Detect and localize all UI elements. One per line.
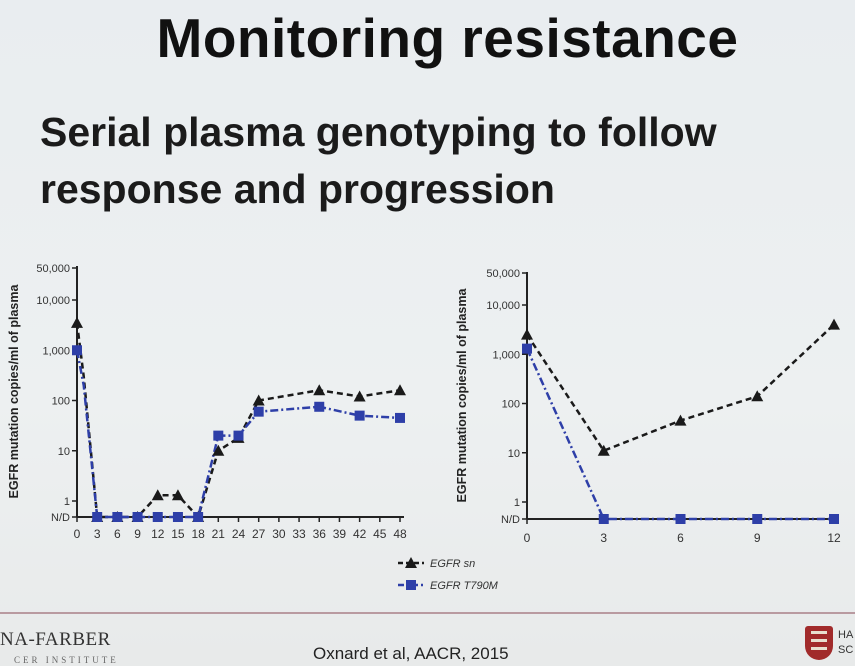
triangle-marker <box>521 328 533 340</box>
square-marker <box>253 406 264 417</box>
x-tick-label: 0 <box>74 527 81 541</box>
x-tick-label: 18 <box>191 527 205 541</box>
triangle-marker <box>151 489 164 501</box>
series-line-1 <box>525 323 835 453</box>
institution-logo-name: NA-FARBER <box>0 629 111 650</box>
square-marker <box>92 512 103 522</box>
y-tick-label: 1,000 <box>42 345 70 357</box>
triangle-marker <box>674 414 687 426</box>
x-tick-label: 48 <box>393 527 407 541</box>
chart-1: N/D 1 10 100 1,000 10,000 50,000 EGFR mutation … <box>7 263 407 541</box>
x-tick-label: 24 <box>232 527 246 541</box>
y-tick-label: 10 <box>508 448 520 460</box>
square-marker <box>354 410 365 421</box>
x-tick-label: 12 <box>827 531 841 545</box>
right-logo-text-1: HA <box>838 629 854 641</box>
y-axis-label: EGFR mutation copies/ml of plasma <box>7 283 21 498</box>
y-tick-label: N/D <box>51 512 70 524</box>
x-tick-label: 39 <box>333 527 347 541</box>
triangle-marker <box>212 444 225 456</box>
triangle-marker <box>71 316 83 328</box>
triangle-marker <box>597 444 610 456</box>
footer-divider <box>0 612 855 614</box>
square-marker <box>112 512 123 522</box>
x-tick-label: 27 <box>252 527 266 541</box>
legend-square-marker <box>406 580 416 590</box>
x-tick-label: 30 <box>272 527 286 541</box>
x-tick-label: 36 <box>313 527 327 541</box>
right-logo-text: HA SC <box>838 628 853 658</box>
square-marker <box>675 514 686 524</box>
square-marker <box>314 401 325 412</box>
square-marker <box>152 512 163 522</box>
legend-item: EGFR T790M <box>398 580 499 592</box>
triangle-marker <box>313 384 326 396</box>
y-tick-label: 10 <box>58 446 70 458</box>
y-tick-label: 50,000 <box>486 268 520 280</box>
right-logo-text-2: SC <box>838 644 854 656</box>
triangle-marker <box>828 318 840 330</box>
shield-icon <box>805 626 833 660</box>
y-axis-label: EGFR mutation copies/ml of plasma <box>455 287 469 502</box>
square-marker <box>132 512 143 522</box>
y-tick-label: 10,000 <box>486 300 520 312</box>
legend-item: EGFR sn <box>398 557 475 570</box>
chart-2: N/D 1 10 100 1,000 10,000 50,000 EGFR mutation … <box>455 268 841 545</box>
y-tick-label: 1 <box>64 496 70 508</box>
legend-triangle-marker <box>405 557 417 568</box>
x-tick-label: 6 <box>677 531 684 545</box>
y-tick-label: N/D <box>501 514 520 526</box>
x-tick-label: 3 <box>94 527 101 541</box>
y-tick-label: 10,000 <box>36 295 70 307</box>
x-tick-label: 9 <box>134 527 141 541</box>
x-tick-label: 45 <box>373 527 387 541</box>
triangle-marker <box>394 384 406 396</box>
y-tick-label: 1,000 <box>492 349 520 361</box>
series-line-2 <box>525 348 834 521</box>
square-marker <box>598 514 609 524</box>
subtitle-line-1: Serial plasma genotyping to follow <box>40 109 717 155</box>
triangle-marker <box>751 390 764 402</box>
square-marker <box>213 430 224 441</box>
x-tick-label: 6 <box>114 527 121 541</box>
triangle-marker <box>171 489 184 501</box>
square-marker <box>829 514 839 524</box>
square-marker <box>752 514 763 524</box>
citation: Oxnard et al, AACR, 2015 <box>313 644 509 663</box>
square-marker <box>172 512 183 522</box>
x-tick-label: 42 <box>353 527 367 541</box>
x-tick-label: 3 <box>600 531 607 545</box>
square-marker <box>522 343 532 354</box>
square-marker <box>233 430 244 441</box>
x-tick-label: 9 <box>754 531 761 545</box>
institution-logo-subtitle: CER INSTITUTE <box>14 655 119 665</box>
square-marker <box>72 345 82 356</box>
slide-subtitle: Serial plasma genotyping to follow respo… <box>40 104 840 218</box>
triangle-marker <box>252 394 265 406</box>
x-tick-label: 15 <box>171 527 185 541</box>
y-tick-label: 100 <box>502 399 520 411</box>
y-tick-label: 50,000 <box>36 263 70 275</box>
y-tick-label: 100 <box>52 396 70 408</box>
legend-label: EGFR T790M <box>430 580 499 592</box>
x-tick-label: 12 <box>151 527 165 541</box>
slide-title: Monitoring resistance <box>156 7 739 69</box>
triangle-marker <box>353 390 366 402</box>
legend-label: EGFR sn <box>430 558 475 570</box>
subtitle-line-2: response and progression <box>40 166 555 212</box>
x-tick-label: 0 <box>524 531 531 545</box>
series-line-1 <box>75 322 401 520</box>
x-tick-label: 33 <box>292 527 306 541</box>
square-marker <box>395 412 405 423</box>
y-tick-label: 1 <box>514 497 520 509</box>
x-tick-label: 21 <box>212 527 226 541</box>
square-marker <box>193 512 204 522</box>
